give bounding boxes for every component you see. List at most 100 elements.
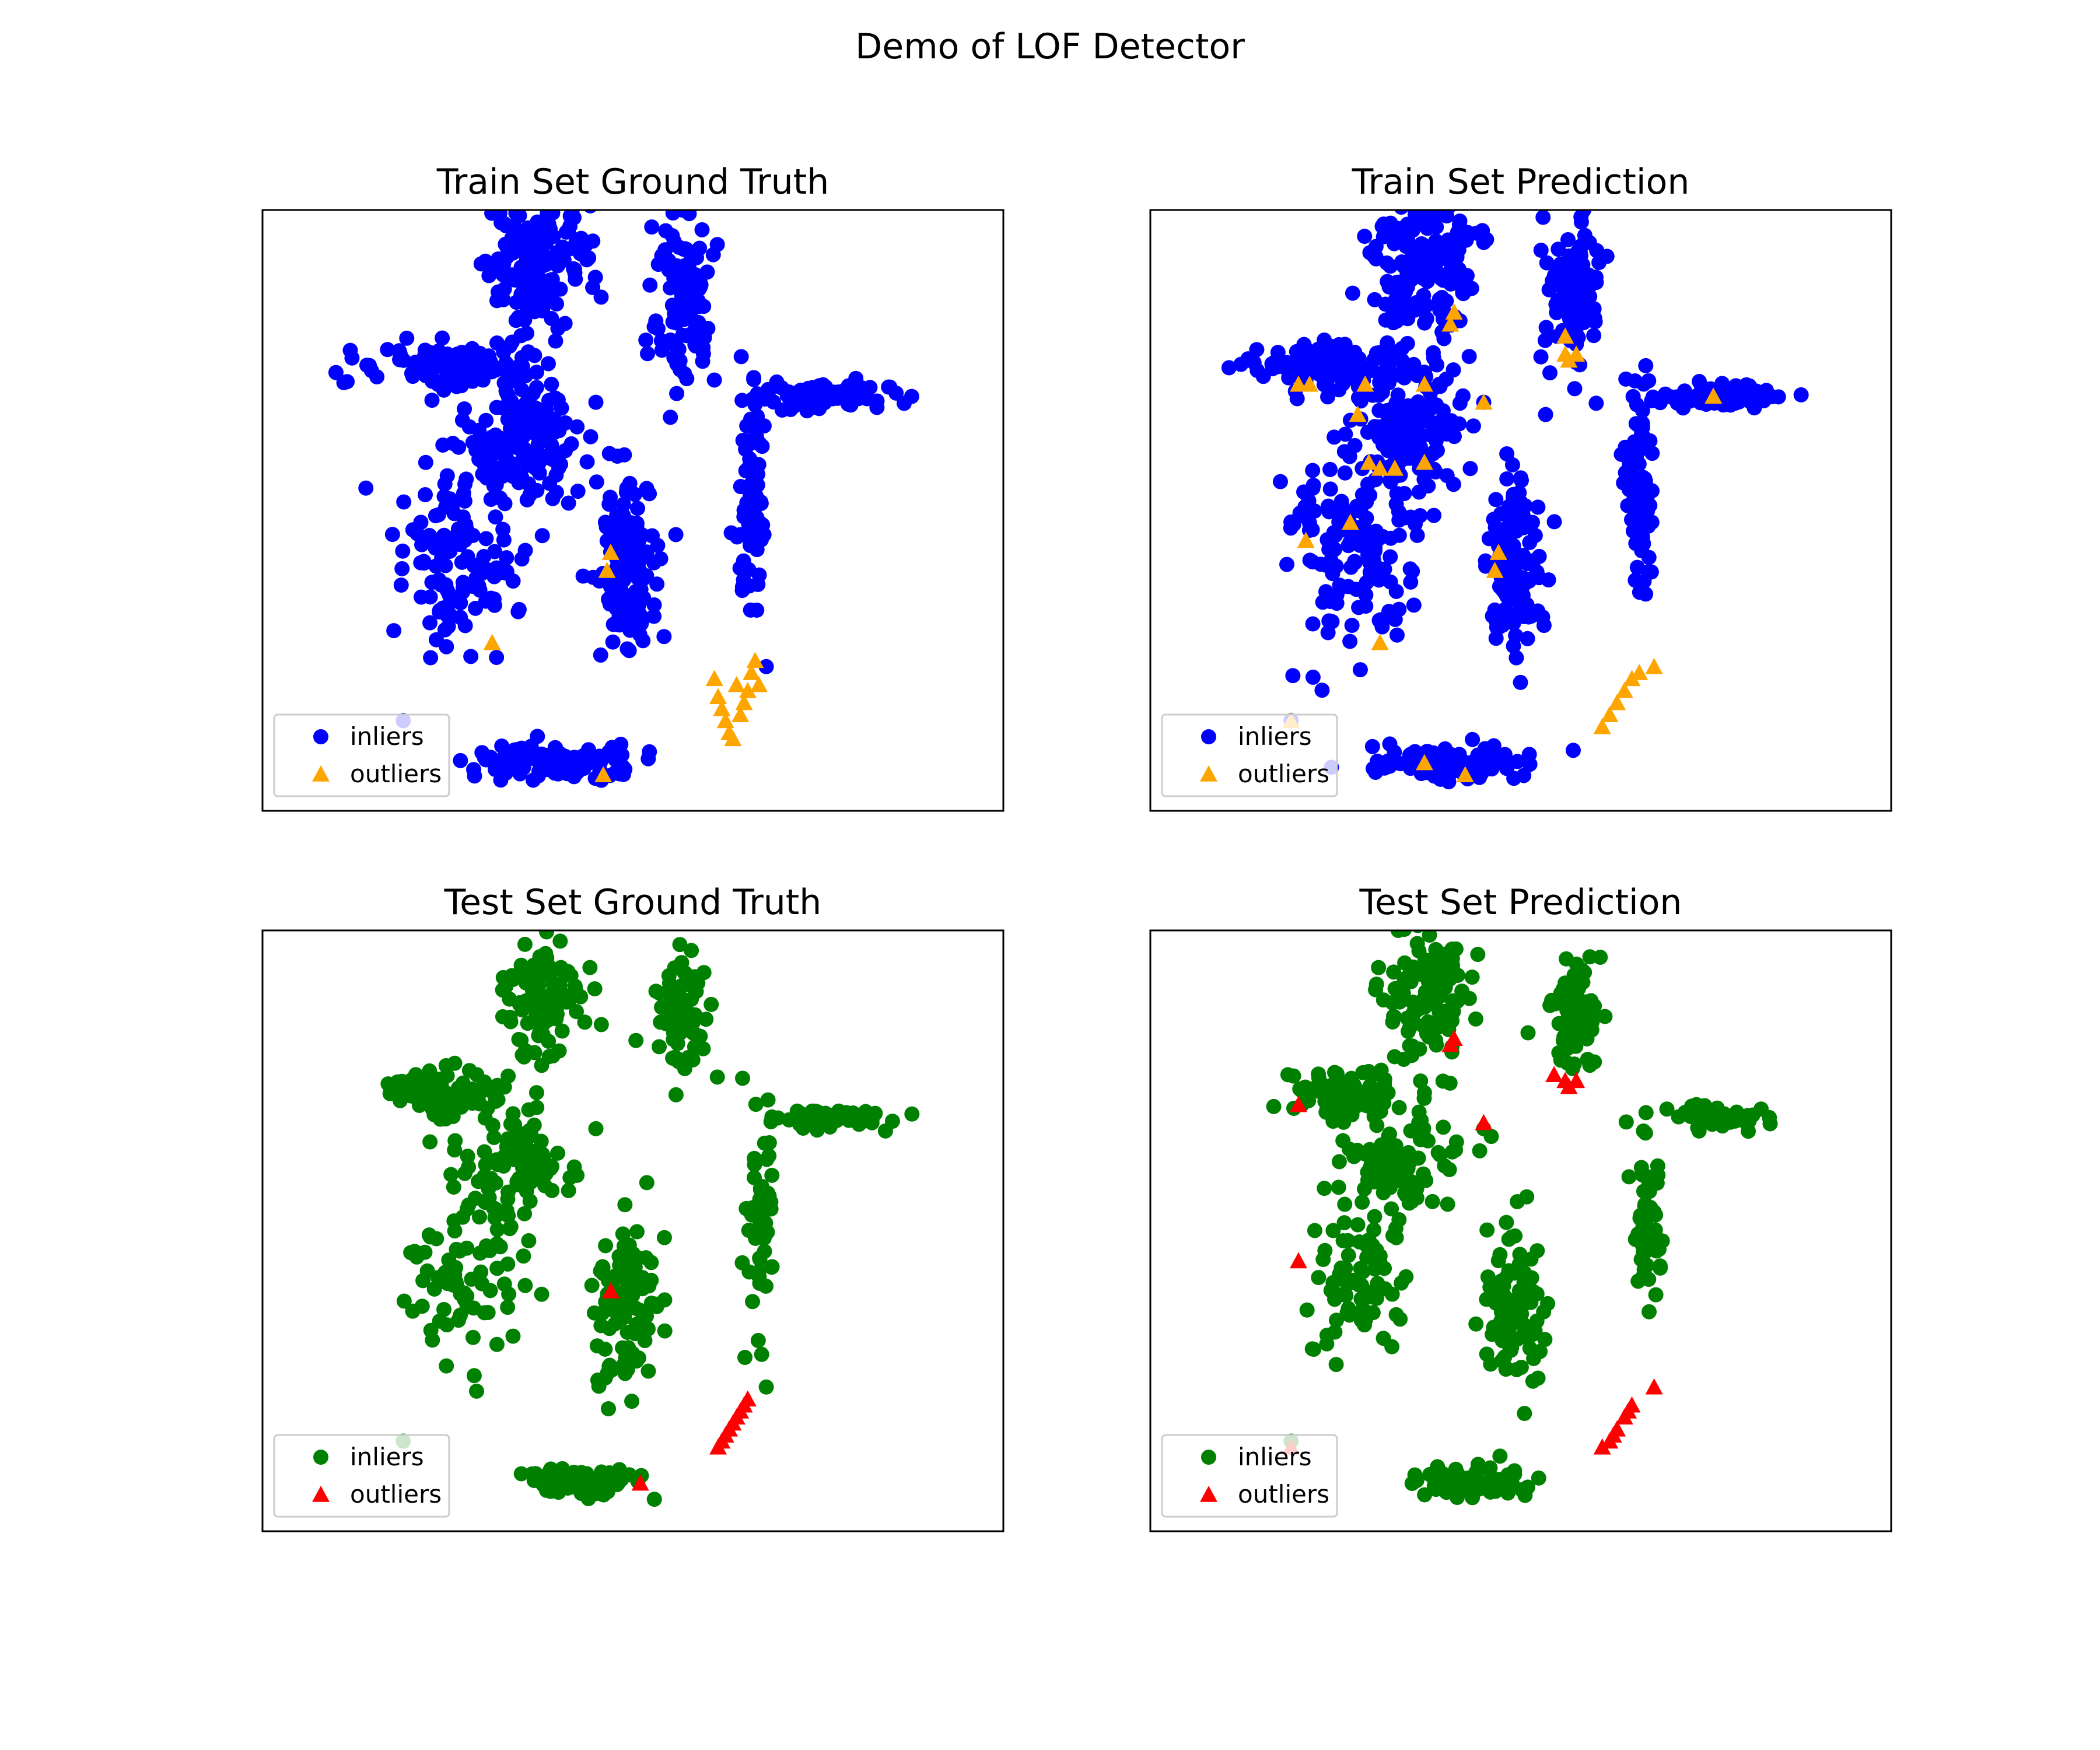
inlier-point xyxy=(1465,732,1480,747)
inlier-point xyxy=(1520,1479,1536,1495)
inlier-point xyxy=(1311,1270,1326,1286)
inlier-point xyxy=(1516,609,1532,625)
inlier-point xyxy=(1624,480,1640,495)
axes-frame xyxy=(1149,929,1892,1532)
inlier-point xyxy=(738,463,754,479)
inlier-point xyxy=(1305,554,1321,570)
inlier-point xyxy=(1357,1312,1373,1328)
inlier-point xyxy=(764,1259,779,1275)
inlier-point xyxy=(466,1368,482,1384)
outlier-point xyxy=(735,694,753,710)
inlier-point xyxy=(428,508,443,524)
inlier-point xyxy=(1496,615,1512,631)
inlier-point xyxy=(1517,512,1533,528)
inlier-point xyxy=(1581,1023,1597,1038)
inlier-point xyxy=(483,1171,499,1186)
inlier-point xyxy=(439,1068,455,1084)
inlier-point xyxy=(1391,1100,1407,1115)
inlier-point xyxy=(1409,936,1425,951)
inlier-point xyxy=(1418,984,1433,1000)
inlier-point xyxy=(561,1182,576,1198)
inlier-point xyxy=(492,1239,508,1255)
inlier-point xyxy=(629,516,645,531)
inlier-point xyxy=(1499,761,1514,776)
inlier-point xyxy=(1492,1448,1508,1464)
inlier-point xyxy=(1362,245,1378,261)
inlier-point xyxy=(1569,329,1585,345)
inlier-point xyxy=(639,1308,654,1324)
inlier-point xyxy=(904,388,919,404)
inlier-point xyxy=(593,647,608,663)
inlier-point xyxy=(446,1278,461,1293)
inlier-point xyxy=(550,1145,566,1161)
inlier-point xyxy=(1501,1231,1517,1247)
inlier-point xyxy=(1433,760,1448,775)
inlier-point xyxy=(799,390,815,405)
inlier-point xyxy=(328,365,344,380)
outlier-point xyxy=(1371,459,1389,476)
legend-marker-outliers xyxy=(312,1486,330,1502)
inlier-point xyxy=(544,376,559,392)
inlier-point xyxy=(487,1210,503,1226)
outlier-point xyxy=(601,1282,620,1298)
figure-title: Demo of LOF Detector xyxy=(855,26,1245,67)
inlier-point xyxy=(750,408,765,424)
inlier-point xyxy=(1424,1194,1440,1209)
inlier-point xyxy=(1394,1173,1409,1189)
inlier-point xyxy=(536,1015,551,1031)
inlier-point xyxy=(533,1133,549,1149)
inlier-point xyxy=(1381,368,1397,384)
subplot-1: Train Set Ground Truth inliers outliers xyxy=(261,162,1005,812)
inlier-point xyxy=(683,978,699,993)
inlier-point xyxy=(699,264,715,280)
inlier-point xyxy=(841,1112,857,1128)
inlier-point xyxy=(1359,494,1374,510)
inlier-point xyxy=(1535,609,1550,625)
inlier-point xyxy=(760,1092,776,1108)
outlier-point xyxy=(598,562,616,578)
inlier-point xyxy=(748,1097,764,1112)
inlier-point xyxy=(1378,312,1394,328)
inlier-point xyxy=(746,393,762,409)
inlier-point xyxy=(459,471,474,487)
inlier-point xyxy=(1327,1324,1343,1340)
inlier-point xyxy=(811,401,827,416)
inlier-point xyxy=(446,1087,462,1102)
inlier-point xyxy=(561,495,576,511)
inlier-point xyxy=(1322,461,1338,477)
inlier-point xyxy=(1373,1104,1388,1119)
inlier-point xyxy=(1419,274,1435,289)
inlier-point xyxy=(1402,561,1418,577)
inlier-point xyxy=(677,1003,692,1019)
inlier-point xyxy=(615,1308,631,1324)
legend-label-outliers: outliers xyxy=(350,760,442,788)
inlier-point xyxy=(404,1088,419,1104)
inlier-point xyxy=(505,1328,521,1344)
inlier-point xyxy=(1374,384,1390,400)
inlier-point xyxy=(1588,396,1604,411)
outlier-point xyxy=(1415,453,1433,470)
inlier-point xyxy=(538,930,554,940)
inlier-point xyxy=(358,480,374,496)
inlier-point xyxy=(1507,1463,1522,1479)
inlier-point xyxy=(657,1323,673,1339)
inlier-point xyxy=(608,576,624,592)
inlier-point xyxy=(425,1332,440,1348)
inlier-point xyxy=(1638,1105,1654,1121)
inlier-point xyxy=(663,410,678,425)
inlier-point xyxy=(1417,315,1433,331)
inlier-point xyxy=(1522,534,1538,550)
inlier-point xyxy=(1422,930,1437,943)
inlier-point xyxy=(1428,1032,1444,1048)
inlier-point xyxy=(1422,215,1438,230)
inlier-point xyxy=(503,393,519,409)
inlier-point xyxy=(1353,393,1368,409)
inlier-point xyxy=(453,752,468,768)
inlier-point xyxy=(1432,958,1448,974)
inlier-point xyxy=(1390,930,1406,938)
inlier-point xyxy=(1450,993,1465,1009)
inlier-point xyxy=(1469,1476,1485,1492)
subplot-grid: Train Set Ground TruthinliersoutliersTra… xyxy=(261,162,1892,1532)
inlier-point xyxy=(576,761,592,776)
